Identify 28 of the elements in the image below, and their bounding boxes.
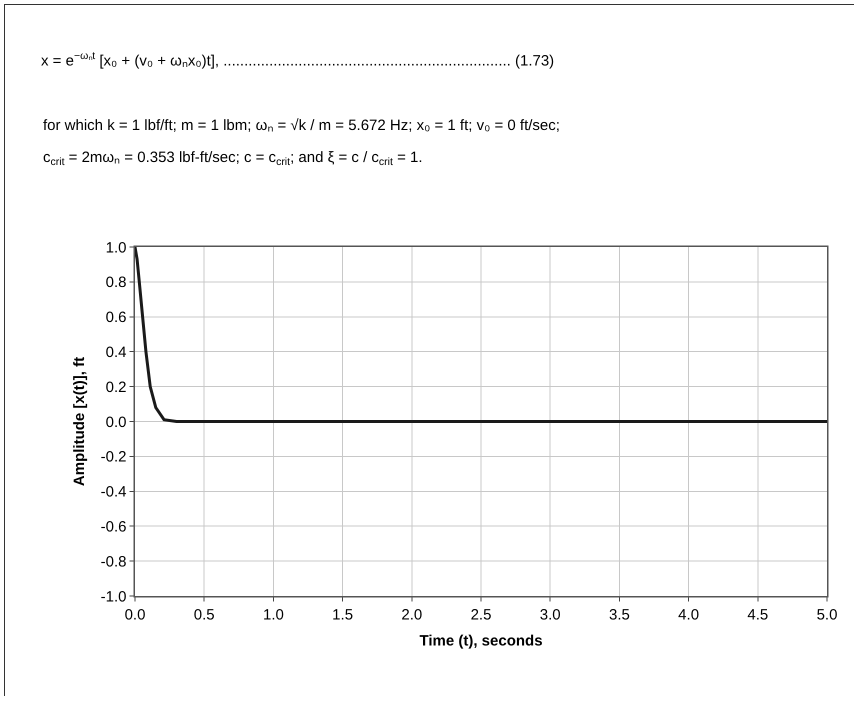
x-tick-label: 4.0 — [678, 606, 700, 624]
y-tick-label: -0.6 — [100, 518, 126, 536]
line-series — [135, 247, 827, 423]
x-axis-title: Time (t), seconds — [419, 632, 543, 650]
x-tick-label: 2.5 — [470, 606, 492, 624]
x-tick-label: 1.0 — [262, 606, 284, 624]
y-tick-label: 0.2 — [106, 378, 126, 396]
y-tick-label: 0.0 — [106, 414, 126, 431]
y-axis-title: Amplitude [x(t)], ft — [71, 356, 88, 486]
text: c$_{crit}$ = 2mωₙ = 0.353 lbf-ft/sec; c = c$_{crit}$; and ξ = c / c$_{crit}$ = 1. — [43, 149, 423, 168]
x-tick-label: 0.0 — [124, 606, 146, 624]
y-tick-label: 0.6 — [106, 309, 126, 326]
text: for which k = 1 lbf/ft; m = 1 lbm; ωₙ = √k / m = 5.672 Hz; x₀ = 1 ft; v₀ = 0 ft/sec; — [43, 117, 560, 134]
y-tick-label: 1.0 — [106, 239, 126, 256]
y-tick-label: -0.4 — [100, 484, 126, 501]
x-tick-label: 0.5 — [194, 606, 215, 624]
y-tick-label: -1.0 — [100, 588, 126, 606]
x-tick-label: 4.5 — [747, 606, 768, 624]
y-tick-label: 0.8 — [106, 274, 126, 292]
x-tick-label: 1.5 — [332, 606, 354, 624]
y-tick-label: -0.2 — [100, 448, 126, 466]
chart-title: x = e$^{−ωₙt}$ [x₀ + (v₀ + ωₙx₀)t], ..................................................................... (1.73) — [41, 50, 554, 70]
x-tick-label: 3.0 — [540, 606, 561, 624]
x-tick-label: 3.5 — [608, 606, 630, 624]
y-tick-label: -0.8 — [100, 553, 126, 570]
x-tick-label: 5.0 — [816, 606, 838, 624]
y-tick-label: 0.4 — [106, 344, 126, 361]
x-tick-label: 2.0 — [401, 606, 422, 624]
